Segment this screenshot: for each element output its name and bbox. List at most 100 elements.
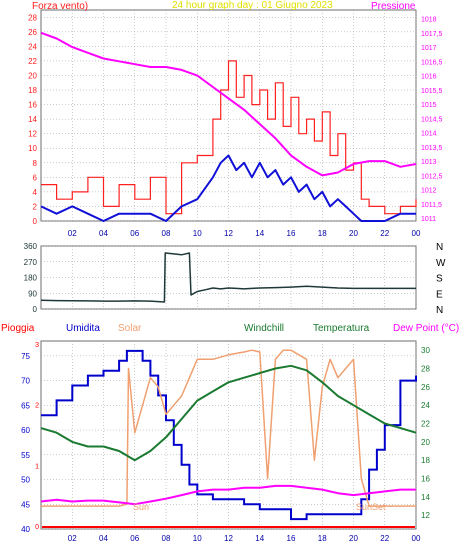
tick-label: 22 bbox=[380, 534, 389, 543]
tick-label: 02 bbox=[68, 229, 77, 238]
tick-label: 18 bbox=[318, 534, 327, 543]
tick-label: 12 bbox=[224, 534, 233, 543]
tick-label: 10 bbox=[193, 229, 202, 238]
tick-label: 12 bbox=[28, 130, 37, 139]
solar-line bbox=[41, 349, 416, 507]
tick-label: 1013,5 bbox=[421, 145, 443, 152]
tick-label: 28 bbox=[28, 13, 37, 22]
tick-label: 16 bbox=[421, 475, 430, 484]
panel1-series bbox=[40, 31, 417, 222]
panel3-humidity-ticks: 40 45 50 55 60 65 70 75 bbox=[21, 352, 30, 534]
tick-label: 16 bbox=[287, 229, 296, 238]
tick-label: 14 bbox=[28, 115, 37, 124]
pressure-axis-label: Pressione bbox=[371, 1, 416, 12]
tick-label: 70 bbox=[21, 377, 30, 386]
compass-label: N bbox=[436, 305, 443, 316]
tick-label: 10 bbox=[28, 144, 37, 153]
tick-label: 65 bbox=[21, 401, 30, 410]
panel2-series bbox=[40, 252, 416, 303]
legend-windchill: Windchill bbox=[244, 323, 284, 334]
tick-label: 06 bbox=[130, 229, 139, 238]
tick-label: 14 bbox=[255, 534, 264, 543]
tick-label: 6 bbox=[33, 173, 38, 182]
tick-label: 22 bbox=[380, 229, 389, 238]
compass-label: E bbox=[436, 289, 443, 300]
wind-average-line bbox=[40, 154, 416, 222]
tick-label: 08 bbox=[162, 534, 171, 543]
compass-label: N bbox=[436, 242, 443, 253]
tick-label: 0 bbox=[33, 305, 38, 314]
tick-label: 20 bbox=[421, 438, 430, 447]
legend-temperature: Temperatura bbox=[313, 323, 370, 334]
tick-label: 2 bbox=[35, 403, 39, 410]
sunrise-annotation: Sun bbox=[133, 502, 149, 512]
wind-axis-label: Forza vento) bbox=[32, 1, 88, 12]
legend-rain: Pioggia bbox=[1, 323, 35, 334]
tick-label: 1018 bbox=[421, 17, 437, 24]
tick-label: 1011,5 bbox=[421, 202, 442, 209]
tick-label: 08 bbox=[162, 229, 171, 238]
panel1-x-ticks: 02 04 06 08 10 12 14 16 18 20 22 00 bbox=[68, 229, 421, 238]
tick-label: 02 bbox=[68, 534, 77, 543]
panel1-right-ticks: 1011 1011,5 1012 1012,5 1013 1013,5 1014 1014,5… bbox=[421, 17, 443, 224]
dewpoint-line bbox=[40, 484, 416, 506]
tick-label: 00 bbox=[412, 534, 421, 543]
tick-label: 00 bbox=[412, 229, 421, 238]
tick-label: 75 bbox=[21, 352, 30, 361]
compass-label: W bbox=[436, 258, 446, 269]
compass-label: S bbox=[436, 274, 443, 285]
tick-label: 1016,5 bbox=[421, 59, 443, 66]
tick-label: 1017 bbox=[421, 45, 437, 52]
legend-dewpoint: Dew Point (°C) bbox=[393, 323, 459, 334]
tick-label: 55 bbox=[21, 451, 30, 460]
panel2-left-ticks: 0 90 180 270 360 bbox=[24, 242, 38, 314]
tick-label: 1013 bbox=[421, 159, 437, 166]
chart-title: 24 hour graph day : 01 Giugno 2023 bbox=[172, 0, 333, 11]
tick-label: 180 bbox=[24, 274, 38, 283]
tick-label: 16 bbox=[287, 534, 296, 543]
tick-label: 10 bbox=[193, 534, 202, 543]
tick-label: 45 bbox=[21, 500, 30, 509]
tick-label: 1015 bbox=[421, 102, 437, 109]
panel3-temp-ticks: 12 14 16 18 20 22 24 26 28 30 bbox=[421, 346, 430, 520]
tick-label: 270 bbox=[24, 258, 38, 267]
tick-label: 06 bbox=[130, 534, 139, 543]
tick-label: 1017,5 bbox=[421, 31, 443, 38]
tick-label: 26 bbox=[28, 28, 37, 37]
panel3-x-ticks: 02 04 06 08 10 12 14 16 18 20 22 00 bbox=[68, 534, 421, 543]
temperature-line bbox=[40, 364, 417, 462]
tick-label: 1 bbox=[35, 463, 39, 470]
tick-label: 360 bbox=[24, 242, 38, 251]
tick-label: 26 bbox=[421, 383, 430, 392]
wind-direction-line bbox=[40, 252, 416, 303]
tick-label: 12 bbox=[421, 511, 430, 520]
tick-label: 90 bbox=[28, 289, 37, 298]
tick-label: 1012,5 bbox=[421, 173, 443, 180]
tick-label: 8 bbox=[33, 159, 38, 168]
tick-label: 12 bbox=[224, 229, 233, 238]
tick-label: 04 bbox=[99, 229, 108, 238]
tick-label: 24 bbox=[421, 401, 430, 410]
tick-label: 1014,5 bbox=[421, 116, 443, 123]
tick-label: 18 bbox=[421, 456, 430, 465]
tick-label: 60 bbox=[21, 426, 30, 435]
tick-label: 50 bbox=[21, 476, 30, 485]
tick-label: 16 bbox=[28, 101, 37, 110]
panel3-series bbox=[40, 349, 417, 528]
tick-label: 20 bbox=[28, 71, 37, 80]
tick-label: 20 bbox=[349, 534, 358, 543]
tick-label: 30 bbox=[421, 346, 430, 355]
tick-label: 1011 bbox=[421, 216, 436, 223]
tick-label: 0 bbox=[33, 217, 38, 226]
legend-solar: Solar bbox=[118, 323, 142, 334]
tick-label: 22 bbox=[421, 420, 430, 429]
tick-label: 18 bbox=[28, 86, 37, 95]
tick-label: 1014 bbox=[421, 131, 437, 138]
tick-label: 1015,5 bbox=[421, 88, 443, 95]
sunset-annotation: SunSet bbox=[356, 502, 386, 512]
